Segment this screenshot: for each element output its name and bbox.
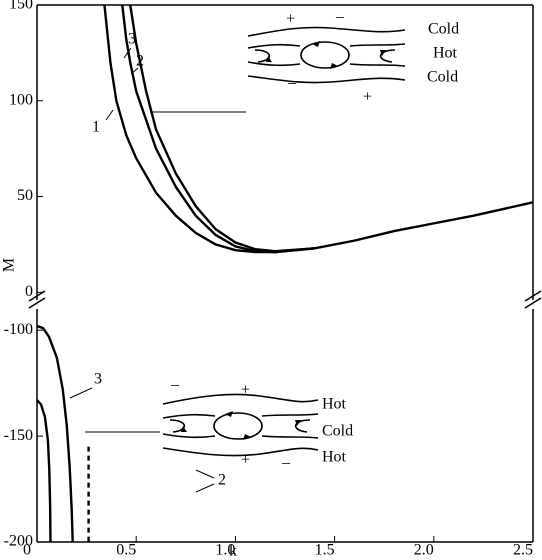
- x-tick-label: 2.5: [513, 542, 533, 559]
- y-tick-label: -100: [4, 321, 33, 338]
- annotation: Cold: [427, 69, 458, 86]
- curve: [103, 4, 534, 254]
- y-tick-label: -150: [4, 427, 33, 444]
- x-tick-label: 0: [23, 542, 31, 559]
- y-axis-label: M: [1, 258, 18, 272]
- curve-label: 3: [94, 371, 102, 388]
- flow-diagram-top: [247, 26, 406, 84]
- x-tick-label: 0.5: [116, 542, 136, 559]
- x-axis-label: k: [229, 543, 237, 560]
- y-tick-label: 150: [9, 0, 33, 13]
- annotation: –: [170, 377, 180, 394]
- x-tick-label: 2.0: [414, 542, 434, 559]
- annotation: +: [286, 11, 295, 28]
- curve: [121, 4, 315, 254]
- x-tick-label: 1.5: [315, 542, 335, 559]
- annotation: Hot: [433, 45, 458, 62]
- annotation: –: [335, 9, 345, 26]
- curve: [36, 399, 52, 543]
- annotation: +: [241, 382, 250, 399]
- y-tick-label: 100: [9, 91, 33, 108]
- y-tick-label: 50: [17, 187, 33, 204]
- curve-label: 2: [218, 472, 226, 489]
- y-tick-label: -200: [4, 533, 33, 550]
- annotation: Hot: [322, 449, 347, 466]
- annotation: Cold: [322, 423, 353, 440]
- annotation: +: [241, 452, 250, 469]
- curve-label: 2: [136, 53, 144, 70]
- axis-break: [524, 290, 542, 309]
- x-tick-label: 1.0: [215, 542, 235, 559]
- annotation: Cold: [428, 21, 459, 38]
- flow-diagram-bottom: [162, 393, 319, 457]
- annotation: +: [363, 89, 372, 106]
- annotation: –: [287, 75, 297, 92]
- curve: [129, 4, 315, 253]
- curve-label: 1: [92, 119, 100, 136]
- annotation: –: [281, 455, 291, 472]
- curve: [36, 324, 74, 543]
- curve-label: 3: [128, 31, 136, 48]
- label-pointer: [69, 47, 215, 493]
- axis-break: [28, 290, 46, 309]
- y-tick-label: 0: [25, 283, 33, 300]
- annotation: Hot: [322, 396, 347, 413]
